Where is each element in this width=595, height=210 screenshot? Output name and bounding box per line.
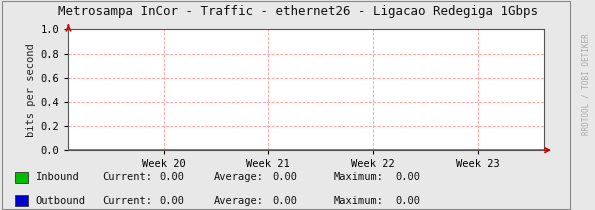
Text: Outbound: Outbound (36, 196, 86, 206)
Text: 0.00: 0.00 (272, 196, 297, 206)
Text: RRDTOOL / TOBI OETIKER: RRDTOOL / TOBI OETIKER (582, 33, 591, 135)
Text: Maximum:: Maximum: (333, 196, 383, 206)
Text: Inbound: Inbound (36, 172, 80, 182)
Text: 0.00: 0.00 (159, 172, 184, 182)
Text: 0.00: 0.00 (396, 196, 421, 206)
Text: Maximum:: Maximum: (333, 172, 383, 182)
Text: Current:: Current: (102, 172, 152, 182)
Text: 0.00: 0.00 (396, 172, 421, 182)
Text: Average:: Average: (214, 196, 264, 206)
Text: 0.00: 0.00 (272, 172, 297, 182)
Text: Average:: Average: (214, 172, 264, 182)
Text: Metrosampa InCor - Traffic - ethernet26 - Ligacao Redegiga 1Gbps: Metrosampa InCor - Traffic - ethernet26 … (58, 5, 537, 18)
Y-axis label: bits per second: bits per second (27, 43, 36, 137)
Text: 0.00: 0.00 (159, 196, 184, 206)
Text: Current:: Current: (102, 196, 152, 206)
